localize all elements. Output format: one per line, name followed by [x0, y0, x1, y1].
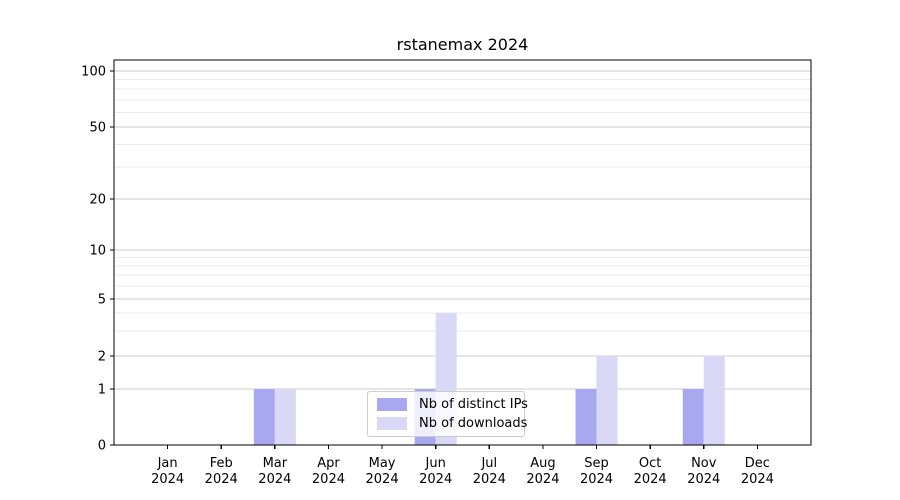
- legend: Nb of distinct IPs Nb of downloads: [367, 391, 528, 437]
- x-tick-label: Dec 2024: [741, 456, 774, 487]
- y-tick-label: 20: [89, 193, 106, 208]
- x-tick-label: Aug 2024: [526, 456, 559, 487]
- bar: [596, 356, 618, 445]
- y-tick-label: 100: [81, 65, 106, 80]
- y-tick-label: 1: [98, 383, 106, 398]
- legend-entry-downloads: Nb of downloads: [377, 416, 527, 431]
- y-tick-label: 0: [98, 439, 106, 454]
- x-tick-label: Jun 2024: [419, 456, 452, 487]
- plot-border: [113, 59, 812, 446]
- legend-label-downloads: Nb of downloads: [419, 416, 528, 431]
- bar: [575, 389, 597, 445]
- x-tick-label: Sep 2024: [580, 456, 613, 487]
- x-tick-label: Jul 2024: [473, 456, 506, 487]
- x-tick-label: Apr 2024: [312, 456, 345, 487]
- chart-title: rstanemax 2024: [396, 35, 529, 54]
- x-tick-label: Feb 2024: [205, 456, 238, 487]
- bar: [253, 389, 275, 445]
- x-tick-label: Jan 2024: [151, 456, 184, 487]
- legend-swatch-distinct-ips-icon: [377, 398, 407, 411]
- x-tick-label: May 2024: [366, 456, 399, 487]
- bar: [682, 389, 704, 445]
- legend-entry-distinct-ips: Nb of distinct IPs: [377, 397, 528, 412]
- x-tick-label: Oct 2024: [634, 456, 667, 487]
- x-tick-label: Nov 2024: [687, 456, 720, 487]
- legend-swatch-downloads-icon: [377, 417, 407, 430]
- y-tick-label: 5: [98, 293, 106, 308]
- y-tick-label: 50: [89, 121, 106, 136]
- y-tick-label: 10: [89, 244, 106, 259]
- bar: [703, 356, 725, 445]
- y-tick-label: 2: [98, 350, 106, 365]
- x-tick-label: Mar 2024: [258, 456, 291, 487]
- legend-label-distinct-ips: Nb of distinct IPs: [419, 397, 528, 412]
- bar: [274, 389, 296, 445]
